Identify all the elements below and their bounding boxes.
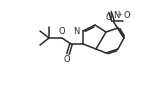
Text: O: O — [106, 13, 112, 23]
Text: N: N — [113, 11, 120, 20]
Text: +: + — [118, 12, 122, 17]
Text: O: O — [59, 27, 65, 36]
Text: -: - — [128, 12, 130, 17]
Text: O: O — [124, 11, 131, 20]
Text: N: N — [74, 27, 80, 36]
Text: O: O — [64, 56, 70, 65]
